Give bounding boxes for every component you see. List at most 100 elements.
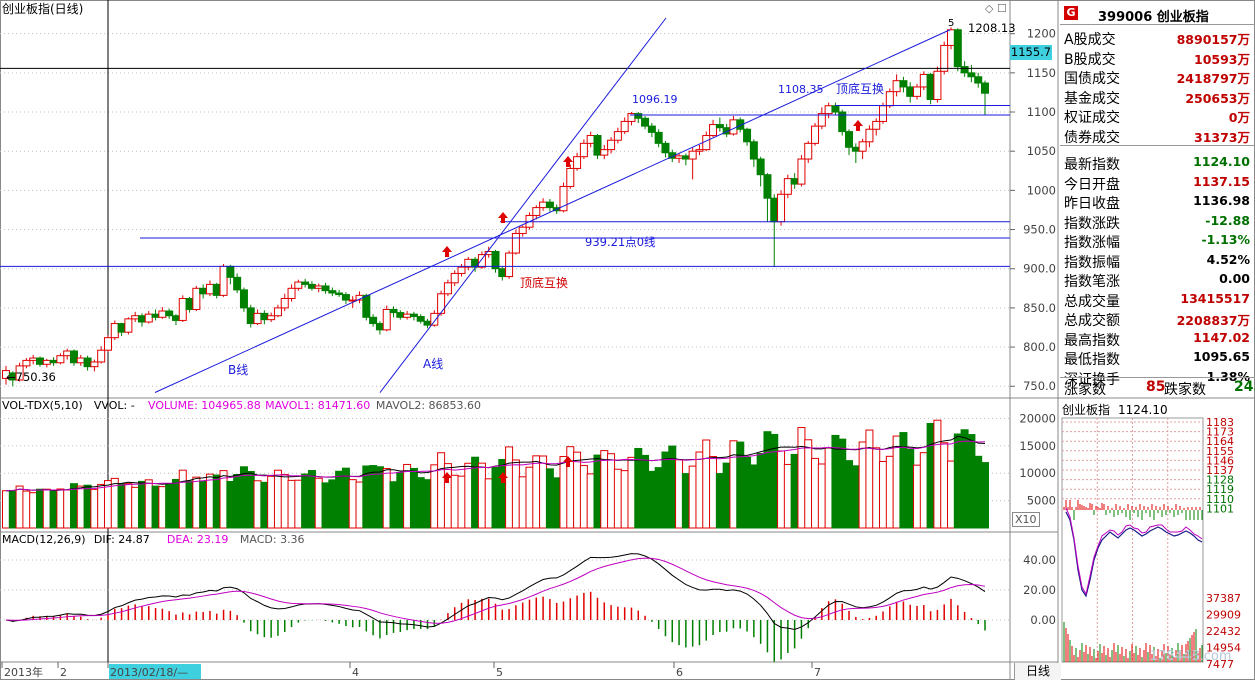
sidebar-row-value: 4.52%	[1206, 251, 1250, 267]
mini-chart-title: 创业板指 1124.10	[1062, 401, 1168, 418]
volume-bar	[199, 480, 208, 529]
watermark: 178448.com	[1150, 649, 1232, 664]
candle-body	[600, 149, 609, 156]
sidebar-row: 指数涨跌 -12.88	[1064, 213, 1252, 232]
candle-body	[817, 113, 826, 127]
candle-body	[341, 294, 350, 301]
volume-bar	[328, 479, 337, 529]
volume-bar	[165, 483, 174, 529]
candle-body	[539, 201, 548, 209]
candle-body	[199, 287, 208, 295]
mini-volume-tick: 37387	[1206, 592, 1241, 605]
sidebar-row: 债券成交 31373万	[1064, 127, 1252, 146]
candle-body	[457, 266, 466, 274]
volume-bar	[661, 451, 670, 529]
volume-bar	[940, 442, 949, 529]
volume-bar	[518, 476, 527, 529]
annotation-zero-line: 939.21点0线	[585, 235, 656, 249]
candle-body	[756, 158, 765, 176]
macd-tick-label: 20.00	[1023, 583, 1056, 597]
candle-body	[382, 308, 391, 331]
volume-bar	[355, 481, 364, 529]
buy-arrow-icon	[498, 212, 508, 223]
candle-body	[273, 307, 282, 317]
mini-chart-value: 1124.10	[1118, 403, 1168, 417]
candle-body	[838, 111, 847, 133]
candle-body	[416, 316, 425, 322]
volume-bar	[219, 470, 228, 529]
sidebar-row: 指数涨幅 -1.13%	[1064, 232, 1252, 251]
sidebar-separator	[1060, 24, 1255, 25]
candle-body	[450, 272, 459, 284]
volume-bar	[484, 478, 493, 529]
volume-label: VOLUME: 104965.88	[148, 399, 261, 412]
buy-arrow-icon	[442, 246, 452, 257]
candle-body	[906, 86, 915, 97]
tab-daily[interactable]: 日线	[1014, 663, 1061, 680]
candle-body	[511, 232, 520, 254]
candle-body	[790, 178, 799, 185]
volume-bar	[491, 466, 500, 529]
sidebar-row-label: B股成交	[1064, 51, 1116, 68]
mini-price-tick: 1183	[1206, 416, 1234, 429]
volume-bar	[131, 486, 140, 529]
volume-bar	[226, 480, 235, 529]
annotation-a-line: A线	[423, 357, 443, 371]
g-badge-icon[interactable]: G	[1064, 6, 1078, 20]
candle-body	[559, 185, 568, 212]
volume-bar	[103, 480, 112, 529]
volume-bar	[192, 476, 201, 529]
volume-bar	[865, 429, 874, 529]
candle-body	[641, 117, 650, 127]
volume-bar	[403, 463, 412, 529]
candle-body	[770, 197, 779, 223]
sidebar-row-value: 1136.98	[1193, 193, 1250, 208]
volume-bar	[804, 439, 813, 529]
candle-body	[56, 355, 65, 364]
candle-body	[246, 307, 255, 325]
candle-body	[287, 287, 296, 299]
candle-body	[90, 361, 99, 368]
volume-bar	[2, 490, 10, 529]
volume-bar	[845, 460, 854, 529]
price-tick-label: 800.0	[1023, 340, 1056, 354]
volume-tick-label: 20000	[1019, 411, 1056, 425]
volume-bar	[321, 482, 330, 529]
volume-bar	[824, 447, 833, 529]
sidebar-row-label: 昨日收盘	[1064, 196, 1120, 212]
volume-bar	[913, 464, 922, 529]
volume-bar	[620, 470, 629, 529]
trend-line-a	[379, 17, 667, 393]
mini-price-tick: 1101	[1206, 502, 1234, 515]
x-axis-label: 2	[60, 666, 67, 679]
sidebar-row: 最低指数 1095.65	[1064, 349, 1252, 368]
volume-bar	[749, 464, 758, 529]
volume-tick-label: 10000	[1019, 466, 1056, 480]
candle-body	[409, 313, 418, 318]
candle-body	[165, 310, 174, 317]
volume-scale-x10[interactable]: X10	[1012, 512, 1040, 527]
current-price-tag: 1155.7	[1010, 45, 1052, 60]
volume-bar	[69, 483, 78, 529]
volume-bar	[56, 488, 65, 529]
sidebar-row-label: 指数涨幅	[1064, 235, 1120, 251]
sidebar-row: 国债成交 2418797万	[1064, 68, 1252, 87]
sidebar-row-value: 1147.02	[1193, 329, 1250, 345]
volume-bar	[797, 427, 806, 529]
candle-body	[709, 124, 718, 137]
candle-body	[205, 283, 214, 295]
x-axis-label: 4	[352, 666, 359, 679]
volume-bar	[505, 446, 514, 529]
candle-body	[736, 119, 745, 130]
candle-body	[212, 283, 221, 296]
annotation-level: 1096.19	[632, 93, 678, 106]
candle-body	[607, 139, 616, 151]
sidebar-row-value: 1.38%	[1206, 368, 1250, 384]
annotation-high: 1208.13	[968, 21, 1016, 35]
candle-body	[226, 265, 235, 278]
volume-bar	[947, 460, 956, 529]
candle-body	[675, 155, 684, 159]
volume-bar	[593, 454, 602, 529]
volume-bar	[953, 433, 962, 529]
